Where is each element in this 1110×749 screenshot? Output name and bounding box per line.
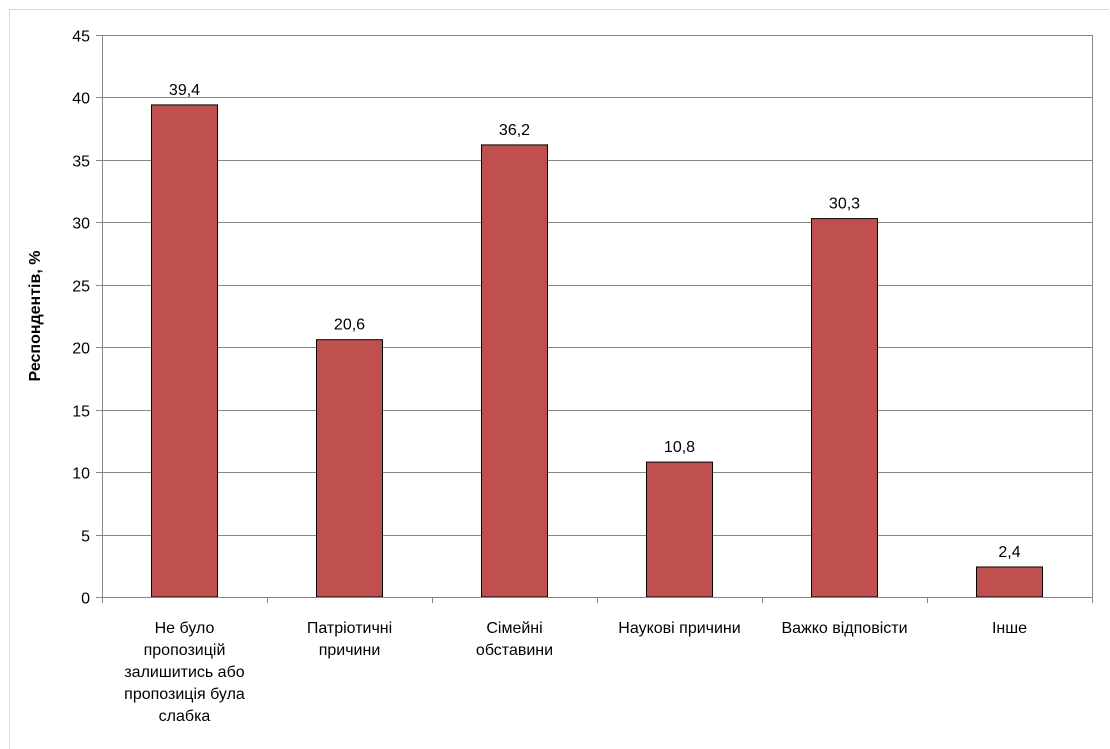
chart-frame <box>9 9 1109 749</box>
y-tick-label: 15 <box>72 404 90 421</box>
y-axis-title: Респондентів, % <box>27 251 44 382</box>
data-label: 10,8 <box>664 439 695 456</box>
y-tick-label: 30 <box>72 216 90 233</box>
bar <box>976 566 1043 598</box>
bars <box>151 104 1043 598</box>
category-label: Важко відповісти <box>781 620 907 637</box>
y-tick-label: 20 <box>72 341 90 358</box>
data-label: 20,6 <box>334 317 365 334</box>
y-tick-label: 40 <box>72 91 90 108</box>
data-label: 39,4 <box>169 82 200 99</box>
y-tick-label: 35 <box>72 154 90 171</box>
y-tick-label: 45 <box>72 29 90 46</box>
data-label: 36,2 <box>499 122 530 139</box>
bar <box>646 461 713 598</box>
y-tick-label: 25 <box>72 279 90 296</box>
axes <box>96 35 1093 603</box>
category-label: Не було пропозицій залишитись або пропозиці… <box>124 620 245 725</box>
data-label: 2,4 <box>998 544 1020 561</box>
y-tick-label: 0 <box>81 591 90 608</box>
bar <box>151 104 218 598</box>
category-label: Сімейні обставини <box>476 620 553 659</box>
y-tick-label: 10 <box>72 466 90 483</box>
bar <box>481 144 548 598</box>
category-label: Інше <box>992 620 1027 637</box>
category-label: Наукові причини <box>618 620 740 637</box>
data-label: 30,3 <box>829 196 860 213</box>
labels: 0 5 10 15 20 25 30 35 40 45 39,4 Не було пропозицій з… <box>72 29 1027 726</box>
gridlines <box>102 35 1092 536</box>
category-label: Патріотичні причини <box>307 620 392 659</box>
y-tick-label: 5 <box>81 529 90 546</box>
bar <box>316 339 383 598</box>
bar <box>811 218 878 598</box>
